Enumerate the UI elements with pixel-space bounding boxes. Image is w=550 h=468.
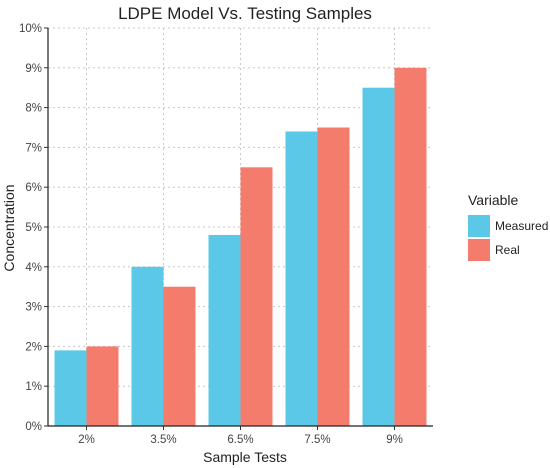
bar-measured-3.5% — [131, 266, 164, 426]
chart-title: LDPE Model Vs. Testing Samples — [118, 4, 372, 23]
bars — [54, 67, 427, 427]
x-tick-label: 3.5% — [150, 434, 176, 446]
legend: Variable Measured Real — [468, 192, 548, 261]
bar-measured-6.5% — [208, 234, 241, 426]
x-tick-label: 2% — [78, 434, 95, 446]
legend-label-measured: Measured — [495, 219, 548, 233]
y-tick-label: 9% — [25, 63, 42, 75]
bar-real-3.5% — [163, 286, 196, 426]
legend-key-real — [468, 239, 490, 261]
y-tick-label: 5% — [25, 222, 42, 234]
axes: 0% 1% 2% 3% 4% 5% 6% 7% 8% 9% 10% 2% 3.5% 6.5% 7.5% 9% — [19, 23, 433, 446]
y-tick-label: 10% — [19, 23, 42, 35]
y-tick-label: 4% — [25, 262, 42, 274]
bar-measured-2% — [54, 350, 87, 426]
bar-measured-7.5% — [285, 131, 318, 427]
y-tick-label: 6% — [25, 182, 42, 194]
plot-area: 0% 1% 2% 3% 4% 5% 6% 7% 8% 9% 10% 2% 3.5% 6.5% 7.5% 9% — [19, 23, 433, 446]
x-axis-title: Sample Tests — [203, 449, 287, 465]
y-tick-label: 0% — [25, 421, 42, 433]
y-tick-label: 8% — [25, 103, 42, 115]
x-tick-label: 9% — [386, 434, 403, 446]
legend-title: Variable — [468, 192, 519, 208]
bar-real-9% — [394, 67, 427, 427]
bar-real-6.5% — [240, 167, 273, 427]
bar-real-2% — [86, 346, 119, 426]
x-tick-label: 6.5% — [227, 434, 253, 446]
x-tick-label: 7.5% — [304, 434, 330, 446]
y-tick-label: 7% — [25, 142, 42, 154]
y-tick-label: 1% — [25, 381, 42, 393]
y-tick-label: 3% — [25, 302, 42, 314]
bar-measured-9% — [362, 87, 395, 426]
bar-real-7.5% — [317, 127, 350, 426]
y-axis-title: Concentration — [1, 184, 17, 271]
legend-key-measured — [468, 215, 490, 237]
legend-label-real: Real — [495, 243, 520, 257]
y-tick-label: 2% — [25, 341, 42, 353]
